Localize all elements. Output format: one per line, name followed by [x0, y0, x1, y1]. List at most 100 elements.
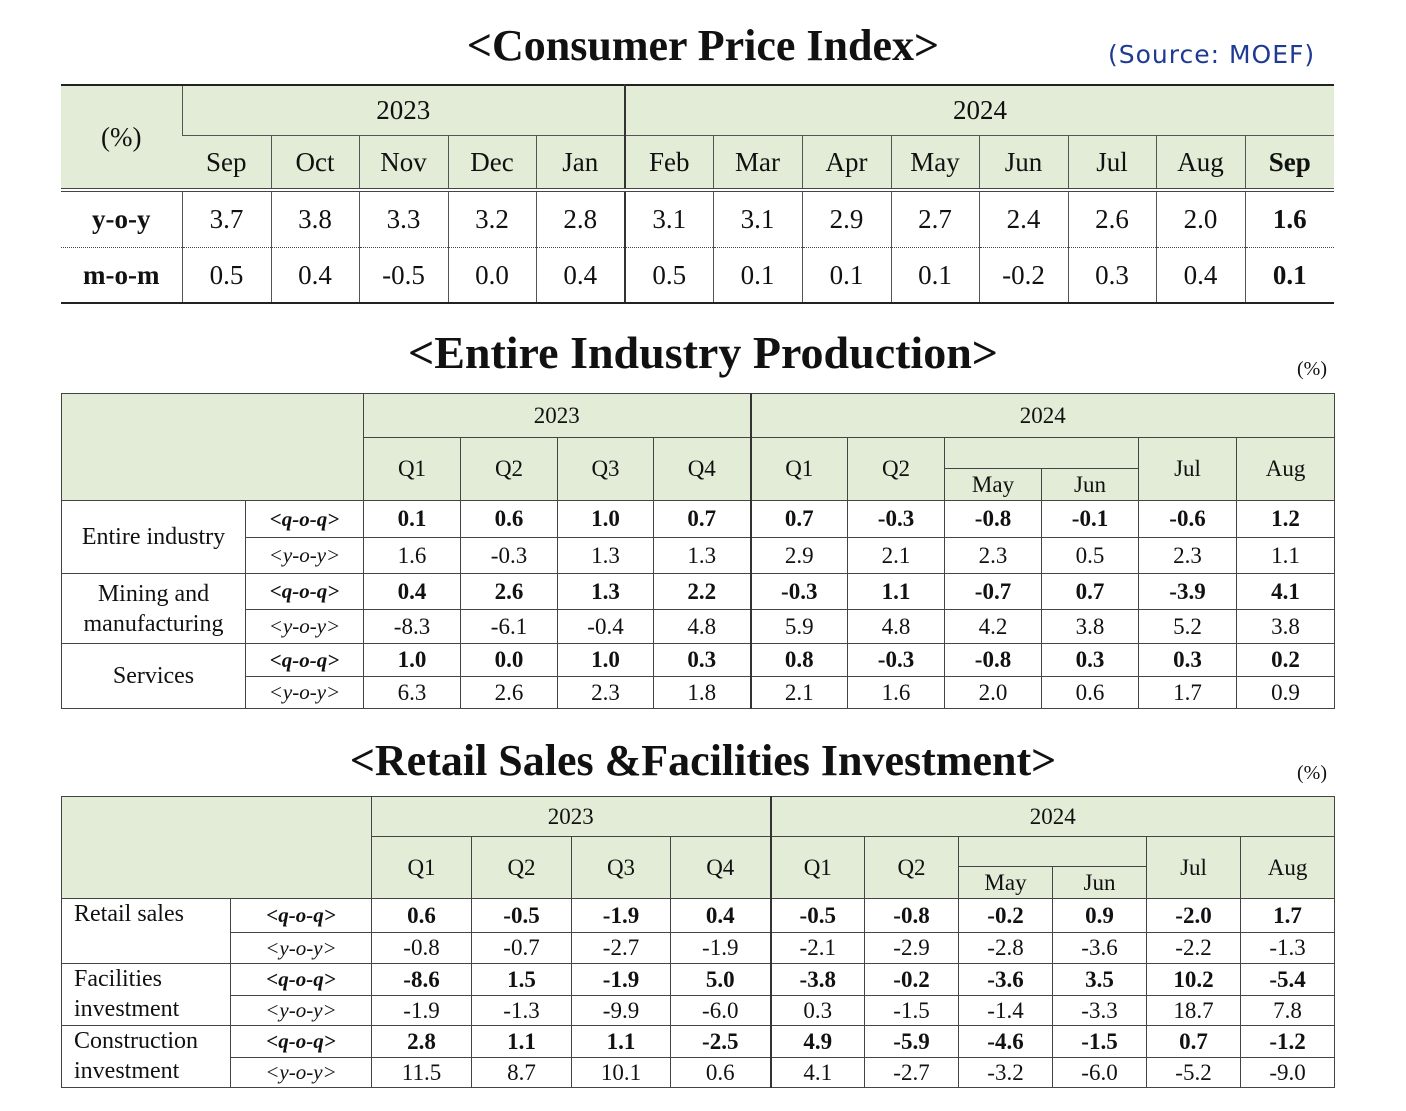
table-row: Facilities investment <q-o-q> -8.6 1.5 -… — [61, 963, 1336, 1026]
cell: 18.7 — [1146, 995, 1241, 1026]
table-row: <y-o-y> 6.3 2.6 2.3 1.8 2.1 1.6 2.0 0.6 … — [62, 676, 1336, 709]
cell: 1.7 — [1239, 898, 1336, 933]
cell: -2.7 — [864, 1057, 959, 1088]
cell: 4.1 — [1235, 573, 1336, 610]
industry-title: <Entire Industry Production> — [407, 327, 999, 378]
industry-month: Jun — [1041, 468, 1139, 501]
cpi-cell: 3.8 — [270, 188, 359, 248]
cell: -1.9 — [670, 932, 771, 964]
yoy-label: <y-o-y> — [245, 676, 364, 709]
cell: 0.6 — [1041, 676, 1139, 709]
cell: 4.9 — [769, 1025, 865, 1058]
cell: -1.5 — [864, 995, 959, 1026]
yoy-label: <y-o-y> — [230, 1057, 372, 1088]
cell: 2.6 — [460, 573, 558, 610]
qoq-label: <q-o-q> — [230, 1025, 372, 1058]
cell: -5.2 — [1146, 1057, 1241, 1088]
cpi-cell: 0.3 — [1067, 247, 1157, 304]
cell: 1.1 — [1235, 537, 1336, 574]
cell: 2.9 — [749, 537, 848, 574]
table-row: <y-o-y> -1.9 -1.3 -9.9 -6.0 0.3 -1.5 -1.… — [62, 995, 1336, 1026]
cpi-cell: 2.6 — [1067, 188, 1157, 248]
cpi-unit-label: (%) — [61, 85, 182, 190]
retail-month: May — [958, 866, 1053, 899]
cell: -1.9 — [371, 995, 472, 1026]
cell: 10.2 — [1146, 963, 1241, 996]
cpi-cell: 0.1 — [890, 247, 980, 304]
cell: -0.7 — [471, 932, 572, 964]
industry-month-group — [944, 437, 1139, 469]
industry-quarter: Q2 — [460, 437, 558, 501]
cell: 0.6 — [460, 500, 558, 538]
row-label: Mining and manufacturing — [61, 573, 246, 644]
cell: -3.8 — [769, 963, 865, 996]
cell: -2.1 — [769, 932, 865, 964]
row-label: Construction investment — [61, 1025, 231, 1088]
retail-month: Jun — [1052, 866, 1147, 899]
cell: -0.7 — [944, 573, 1042, 610]
cpi-cell: 0.5 — [181, 247, 271, 304]
retail-year-2024: 2024 — [769, 796, 1336, 837]
cell: -0.1 — [1041, 500, 1139, 538]
cell: -1.9 — [571, 898, 671, 933]
cpi-cell: 3.1 — [712, 188, 803, 248]
cell: -1.4 — [958, 995, 1053, 1026]
cell: -0.3 — [847, 500, 945, 538]
cell: 2.8 — [371, 1025, 472, 1058]
cell: -6.1 — [460, 609, 558, 644]
industry-table: 2023 2024 Q1 Q2 Q3 Q4 Q1 Q2 Jul Aug May … — [61, 393, 1336, 709]
industry-year-2023: 2023 — [363, 393, 751, 438]
cell: 1.3 — [557, 573, 654, 610]
cell: -2.5 — [670, 1025, 771, 1058]
cpi-cell: 2.0 — [1155, 188, 1246, 248]
row-label: Retail sales — [61, 898, 231, 964]
cell: -0.6 — [1138, 500, 1237, 538]
table-row: <y-o-y> -0.8 -0.7 -2.7 -1.9 -2.1 -2.9 -2… — [62, 932, 1336, 964]
cell: 4.8 — [847, 609, 945, 644]
cell: 2.2 — [653, 573, 751, 610]
cell: 3.8 — [1235, 609, 1336, 644]
table-row: Services <q-o-q> 1.0 0.0 1.0 0.3 0.8 -0.… — [61, 643, 1336, 709]
cell: -8.3 — [363, 609, 461, 644]
cell: -4.6 — [958, 1025, 1053, 1058]
cpi-row-mom: m-o-m 0.5 0.4 -0.5 0.0 0.4 0.5 0.1 0.1 0… — [61, 247, 1335, 304]
cpi-cell: 0.0 — [447, 247, 536, 304]
cell: 1.8 — [653, 676, 751, 709]
cpi-cell: 3.3 — [358, 188, 448, 248]
retail-quarter: Q1 — [769, 836, 865, 899]
cell: -1.5 — [1052, 1025, 1147, 1058]
cell: 0.8 — [749, 643, 848, 677]
cell: -2.2 — [1146, 932, 1241, 964]
row-label: Entire industry — [61, 500, 246, 574]
cell: 4.2 — [944, 609, 1042, 644]
cell: 5.0 — [670, 963, 771, 996]
cell: -0.8 — [864, 898, 959, 933]
cell: -8.6 — [371, 963, 472, 996]
cell: -0.8 — [944, 643, 1042, 677]
industry-quarter: Q2 — [847, 437, 945, 501]
source-label: (Source: MOEF) — [1108, 40, 1316, 69]
cell: 0.9 — [1052, 898, 1147, 933]
industry-month: Jul — [1138, 437, 1237, 501]
cpi-title: <Consumer Price Index> — [466, 21, 940, 70]
cpi-month: Feb — [624, 135, 714, 190]
yoy-label: <y-o-y> — [230, 932, 372, 964]
cpi-month-latest: Sep — [1244, 135, 1335, 190]
cell: 2.3 — [557, 676, 654, 709]
cpi-row-yoy: y-o-y 3.7 3.8 3.3 3.2 2.8 3.1 3.1 2.9 2.… — [61, 188, 1335, 248]
cell: 1.1 — [571, 1025, 671, 1058]
retail-quarter: Q4 — [670, 836, 771, 899]
cell: 0.3 — [769, 995, 865, 1026]
cell: 0.7 — [653, 500, 751, 538]
cell: 4.1 — [769, 1057, 865, 1088]
qoq-label: <q-o-q> — [230, 963, 372, 996]
cell: -0.3 — [460, 537, 558, 574]
cell: 1.3 — [653, 537, 751, 574]
cell: 2.3 — [944, 537, 1042, 574]
cell: -0.2 — [958, 898, 1053, 933]
cell: 0.7 — [1146, 1025, 1241, 1058]
cell: 0.5 — [1041, 537, 1139, 574]
retail-unit: (%) — [1297, 762, 1327, 784]
cpi-cell: 3.1 — [624, 188, 714, 248]
cpi-cell: -0.2 — [978, 247, 1069, 304]
